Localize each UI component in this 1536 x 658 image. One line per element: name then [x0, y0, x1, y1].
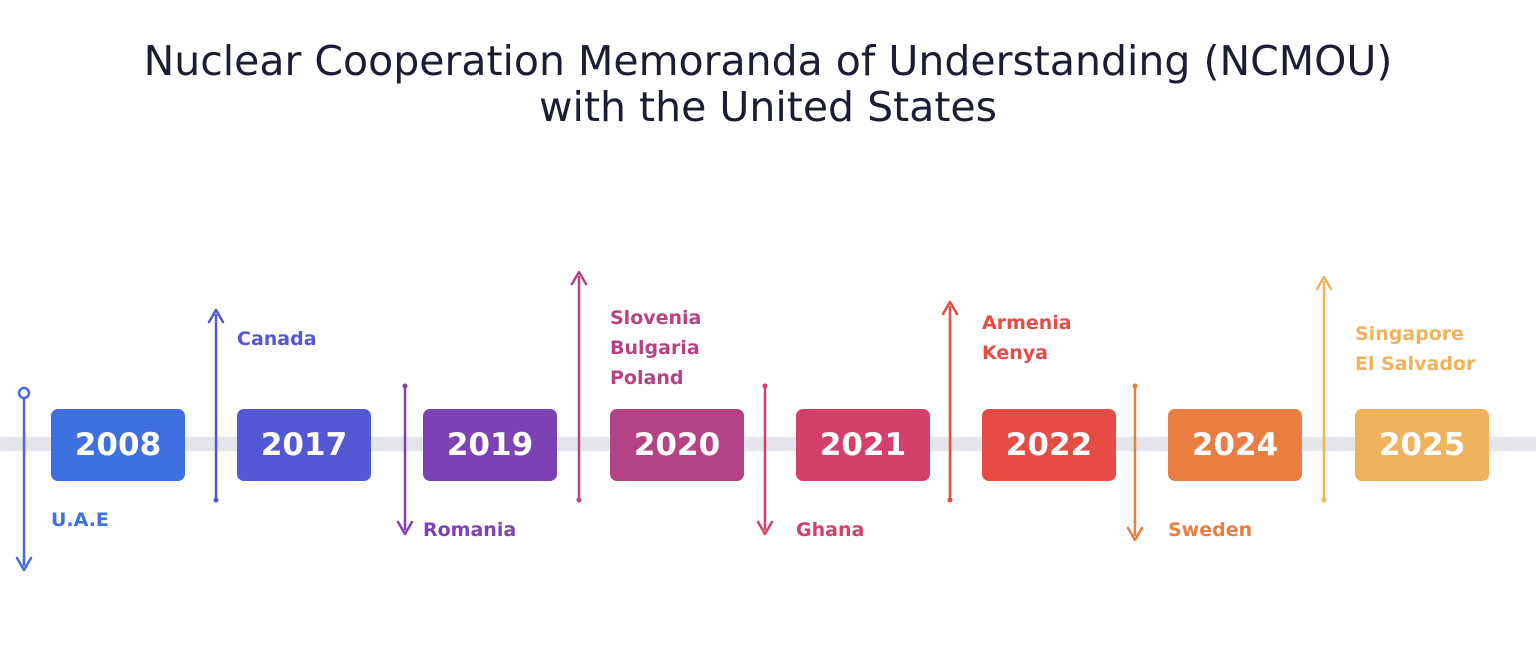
- countries-2021: Ghana: [796, 515, 864, 545]
- arrow-2008-head: [15, 556, 33, 572]
- countries-2017: Canada: [237, 324, 317, 354]
- year-box-2025: 2025: [1355, 409, 1489, 481]
- year-box-2017: 2017: [237, 409, 371, 481]
- year-box-2008: 2008: [51, 409, 185, 481]
- country-label: El Salvador: [1355, 353, 1476, 375]
- country-label: Slovenia: [610, 307, 702, 329]
- country-label: Ghana: [796, 519, 865, 541]
- country-label: Sweden: [1168, 519, 1253, 541]
- country-label: Kenya: [982, 342, 1049, 364]
- arrow-2019: [396, 383, 414, 536]
- country-label: Canada: [237, 328, 317, 350]
- year-box-2021: 2021: [796, 409, 930, 481]
- arrow-2017-head: [207, 308, 225, 324]
- country-label: Romania: [423, 519, 517, 541]
- arrow-2025-head: [1315, 275, 1333, 291]
- arrow-2021: [756, 383, 774, 536]
- diagram-title: Nuclear Cooperation Memoranda of Underst…: [0, 38, 1536, 130]
- country-label: Armenia: [982, 312, 1072, 334]
- arrow-2008: [15, 386, 33, 572]
- country-label: Bulgaria: [610, 337, 700, 359]
- arrow-2019-head: [396, 520, 414, 536]
- arrow-2024-head: [1126, 526, 1144, 542]
- countries-2024: Sweden: [1168, 515, 1252, 545]
- year-box-2020: 2020: [610, 409, 744, 481]
- arrow-2022-head: [941, 300, 959, 316]
- countries-2022: Armenia Kenya: [982, 308, 1072, 368]
- country-label: U.A.E: [51, 509, 109, 531]
- countries-2025: Singapore El Salvador: [1355, 319, 1475, 379]
- arrow-2024: [1126, 383, 1144, 542]
- timeline-track: [0, 437, 1536, 451]
- arrow-2021-head: [756, 520, 774, 536]
- title-line-1: Nuclear Cooperation Memoranda of Underst…: [143, 37, 1393, 85]
- countries-2008: U.A.E: [51, 505, 109, 535]
- arrow-2017: [207, 308, 225, 503]
- country-label: Singapore: [1355, 323, 1465, 345]
- countries-2020: Slovenia Bulgaria Poland: [610, 303, 701, 393]
- year-box-2019: 2019: [423, 409, 557, 481]
- arrow-2022: [941, 300, 959, 503]
- arrow-2020-head: [570, 270, 588, 286]
- year-box-2024: 2024: [1168, 409, 1302, 481]
- country-label: Poland: [610, 367, 684, 389]
- year-box-2022: 2022: [982, 409, 1116, 481]
- arrow-2025: [1315, 275, 1333, 503]
- countries-2019: Romania: [423, 515, 516, 545]
- arrow-2020: [570, 270, 588, 503]
- arrow-2008-start-marker: [17, 386, 31, 400]
- title-line-2: with the United States: [539, 83, 997, 131]
